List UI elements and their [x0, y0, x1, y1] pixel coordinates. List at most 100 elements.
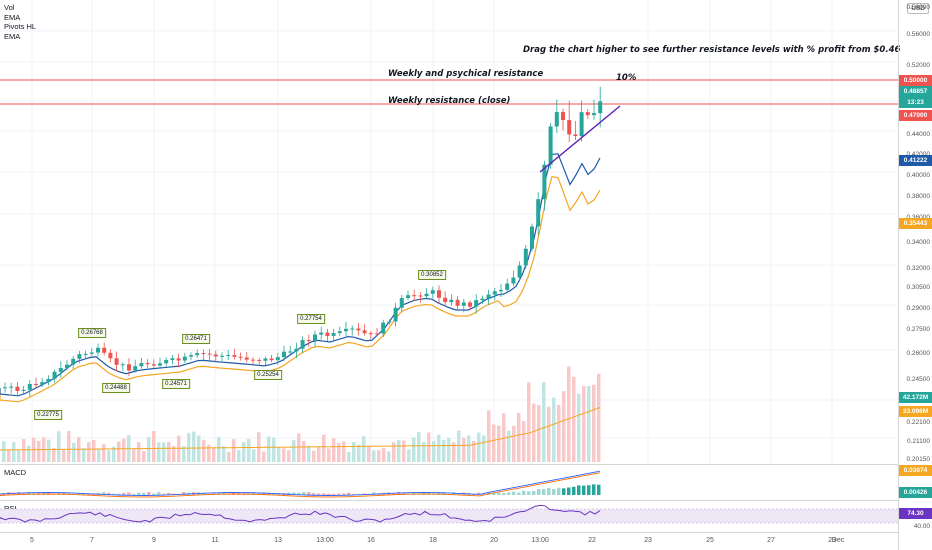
candle-body — [232, 355, 237, 357]
macd-histogram-bar — [12, 492, 16, 495]
macd-histogram-bar — [132, 493, 136, 495]
macd-histogram-bar — [302, 492, 306, 495]
macd-histogram-bar — [252, 492, 256, 495]
candle-body — [102, 347, 107, 353]
macd-histogram-bar — [327, 493, 331, 495]
volume-bar — [72, 442, 76, 462]
volume-bar — [87, 442, 91, 462]
volume-bar — [527, 382, 531, 462]
volume-bar — [202, 439, 206, 462]
volume-bar — [67, 430, 71, 462]
volume-bar — [327, 448, 331, 462]
volume-bar — [82, 448, 86, 462]
time-tick-label: 20 — [490, 537, 498, 544]
volume-bar — [112, 446, 116, 462]
macd-histogram-bar — [62, 492, 66, 495]
legend-ema-fast[interactable]: EMA — [4, 12, 21, 22]
volume-bar — [197, 435, 201, 462]
macd-histogram-bar — [542, 489, 546, 495]
macd-histogram-bar — [27, 492, 31, 495]
volume-bar — [372, 450, 376, 462]
macd-histogram-bar — [102, 492, 106, 495]
volume-bar — [347, 451, 351, 462]
rsi-pane[interactable]: RSI — [0, 500, 898, 532]
price-tick-label: 0.24500 — [906, 376, 931, 383]
volume-bar — [392, 442, 396, 462]
volume-bar — [122, 438, 126, 462]
volume-bar — [172, 446, 176, 462]
candle-body — [15, 386, 20, 391]
volume-bar — [302, 441, 306, 462]
volume-bar — [532, 403, 536, 462]
volume-bar — [417, 432, 421, 462]
candle-body — [158, 363, 162, 366]
time-tick-label: 13:00 — [531, 537, 549, 544]
macd-histogram-bar — [307, 492, 311, 495]
time-tick-label: 25 — [706, 537, 714, 544]
candle-body — [288, 351, 293, 353]
macd-histogram-bar — [202, 492, 206, 495]
candle-body — [393, 307, 398, 322]
main-price-chart[interactable] — [0, 0, 898, 464]
candle-body — [554, 112, 559, 127]
volume-bar — [152, 430, 156, 462]
candle-body — [480, 298, 485, 301]
candle-body — [133, 366, 138, 371]
time-axis[interactable]: 5 7 9 11 13 13:00 16 18 20 13:00 22 23 25 27 29 Dec — [0, 532, 898, 550]
countdown-tag: 13:23 — [899, 97, 932, 108]
time-tick-label: Dec — [831, 537, 845, 544]
price-tick-label: 0.30500 — [906, 284, 931, 291]
macd-histogram-bar — [547, 487, 551, 495]
macd-histogram-bar — [577, 485, 581, 495]
macd-histogram-bar — [567, 487, 571, 495]
resistance-low-tag: 0.47000 — [899, 110, 932, 121]
candle-body — [356, 328, 361, 331]
volume-bar — [287, 450, 291, 462]
price-scale[interactable]: USD 0.580000.560000.520000.480000.440000… — [898, 0, 932, 550]
candle-body — [207, 353, 212, 355]
price-tick-label: 0.36000 — [907, 214, 931, 221]
macd-histogram-bar — [572, 486, 576, 495]
legend-pivots[interactable]: Pivots HL — [4, 22, 37, 31]
volume-bar — [262, 451, 266, 462]
macd-chart — [0, 470, 601, 498]
volume-bar — [62, 449, 66, 462]
candle-body — [530, 226, 534, 249]
volume-bar — [137, 442, 141, 462]
volume-bar — [577, 393, 581, 462]
volume-bar — [222, 446, 226, 462]
pivot-label: 0.24488 — [102, 383, 130, 393]
volume-bar — [462, 437, 466, 462]
volume-bar — [252, 449, 256, 462]
volume-bar — [47, 439, 51, 462]
macd-histogram-bar — [77, 492, 81, 495]
price-tick-label: 0.22100 — [906, 419, 931, 426]
candle-body — [263, 358, 268, 361]
candle-body — [313, 334, 317, 341]
macd-histogram-bar — [507, 492, 511, 495]
time-tick-label: 23 — [644, 537, 652, 544]
macd-pane[interactable]: MACD — [0, 464, 898, 500]
pivot-label: 0.24571 — [162, 379, 190, 389]
price-tick-label: 0.40000 — [906, 172, 931, 179]
volume-bar — [552, 397, 556, 462]
candle-body — [77, 354, 82, 359]
price-tick-label: 0.52000 — [906, 62, 931, 69]
macd-histogram-bar — [147, 492, 151, 495]
price-tick-label: 0.32000 — [906, 265, 931, 272]
candle-body — [344, 328, 348, 332]
candle-body — [461, 302, 466, 306]
macd-histogram-bar — [497, 492, 501, 495]
volume-bar — [382, 447, 386, 462]
candle-body — [368, 333, 373, 335]
volume-ema-tag: 33.096M — [899, 406, 932, 417]
volume-bar — [562, 391, 566, 462]
volume-bar — [502, 413, 506, 462]
ema-fast-tag: 0.41222 — [899, 155, 932, 166]
currency-selector[interactable]: USD — [907, 3, 929, 14]
legend-ema-slow[interactable]: EMA — [4, 31, 21, 41]
volume-bar — [522, 421, 526, 462]
volume-bar — [452, 442, 456, 462]
legend-vol[interactable]: Vol — [4, 3, 15, 12]
macd-histogram-bar — [582, 485, 586, 495]
